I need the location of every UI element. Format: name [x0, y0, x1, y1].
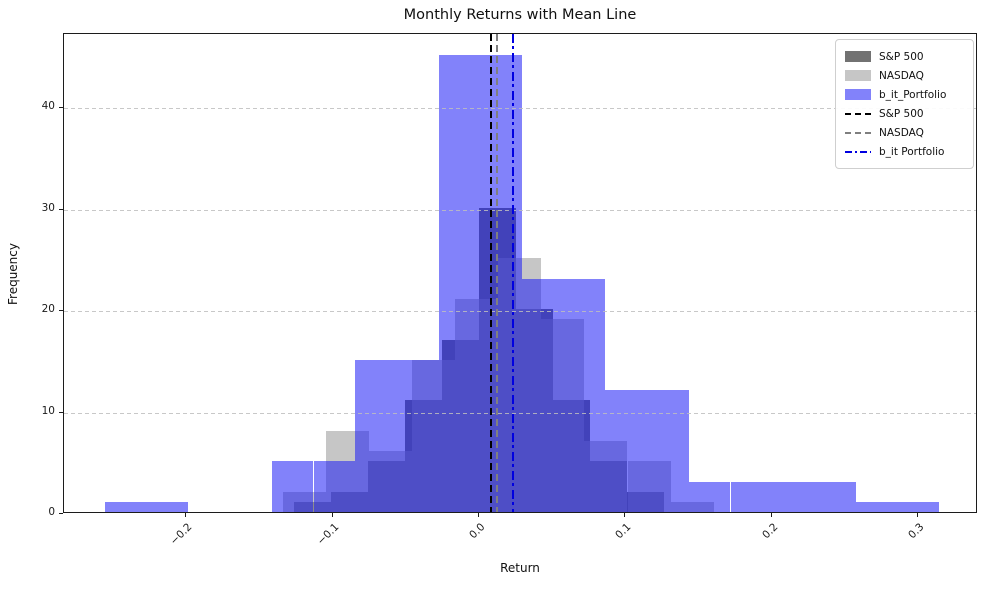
x-tick-mark	[770, 513, 772, 517]
x-tick-mark	[185, 513, 186, 517]
legend-row: S&P 500	[845, 104, 964, 123]
y-tick-mark	[59, 107, 63, 109]
gridline	[64, 311, 976, 312]
histogram-bar	[480, 55, 522, 512]
histogram-bar	[396, 359, 439, 512]
legend-meanline-sp500	[845, 112, 871, 115]
legend-swatch-portfolio	[845, 89, 871, 100]
y-tick-label: 10	[41, 404, 55, 417]
y-tick-mark	[59, 208, 63, 210]
histogram-bar	[772, 481, 814, 512]
legend-meanline-nasdaq	[845, 131, 871, 134]
histogram-bar	[855, 501, 898, 512]
legend-label: NASDAQ	[879, 69, 924, 82]
mean-line-s-p-500	[489, 34, 492, 512]
histogram-bar	[355, 359, 397, 512]
y-tick-label: 20	[41, 303, 55, 315]
gridline	[64, 209, 976, 211]
x-tick-mark	[331, 513, 333, 517]
legend-row: NASDAQ	[845, 123, 964, 142]
y-tick-mark	[59, 310, 63, 311]
histogram-bar	[563, 278, 606, 512]
y-tick-mark	[59, 411, 63, 413]
x-axis-label: Return	[500, 561, 540, 575]
y-tick-mark	[59, 513, 63, 514]
histogram-bar	[313, 461, 356, 512]
x-tick-mark	[917, 513, 919, 517]
histogram-bar	[271, 461, 314, 512]
legend-label: S&P 500	[879, 107, 924, 120]
legend-row: NASDAQ	[845, 66, 964, 85]
y-tick-label: 40	[41, 100, 55, 113]
legend-label: b_it Portfolio	[879, 145, 945, 158]
legend-label: S&P 500	[879, 50, 924, 63]
x-tick-mark	[478, 513, 479, 517]
legend: S&P 500 NASDAQ b_it_Portfolio S&P 500 NA…	[835, 39, 974, 169]
y-tick-label: 0	[48, 506, 55, 518]
legend-swatch-sp500	[845, 51, 871, 62]
histogram-bar	[605, 390, 648, 512]
mean-line-nasdaq	[495, 34, 498, 512]
histogram-bar	[688, 481, 731, 512]
y-tick-label: 30	[41, 201, 55, 214]
legend-meanline-portfolio	[845, 150, 871, 153]
y-axis-label: Frequency	[6, 243, 20, 305]
legend-row: b_it Portfolio	[845, 142, 964, 161]
histogram-bar	[897, 501, 939, 512]
histogram-bar	[105, 501, 147, 512]
chart-title: Monthly Returns with Mean Line	[403, 7, 637, 23]
legend-label: NASDAQ	[879, 126, 924, 139]
histogram-bar	[438, 55, 481, 512]
x-tick-mark	[624, 513, 626, 517]
histogram-bar	[730, 481, 773, 512]
gridline	[64, 108, 976, 110]
histogram-bar	[522, 278, 564, 512]
legend-swatch-nasdaq	[845, 70, 871, 81]
histogram-bar	[146, 501, 189, 512]
legend-row: b_it_Portfolio	[845, 85, 964, 104]
histogram-bar	[813, 481, 856, 512]
histogram-bar	[647, 390, 689, 512]
legend-label: b_it_Portfolio	[879, 88, 947, 101]
mean-line-b-it-portfolio	[511, 34, 514, 512]
gridline	[64, 412, 976, 414]
plot-area	[63, 33, 977, 513]
legend-row: S&P 500	[845, 47, 964, 66]
